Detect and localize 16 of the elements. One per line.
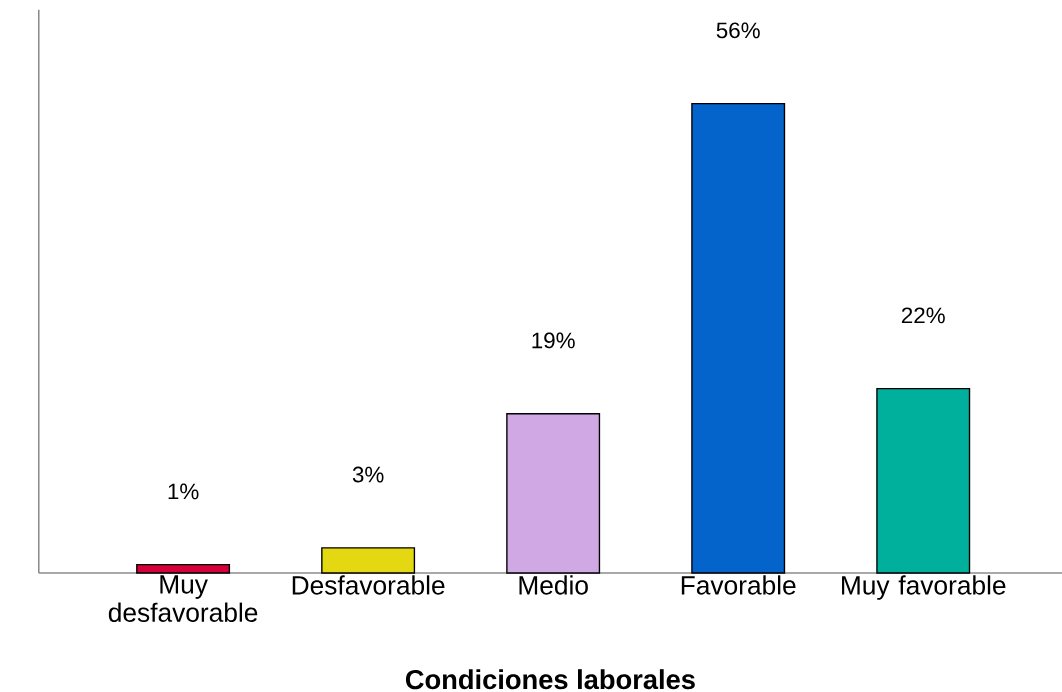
x-tick-label: Desfavorable bbox=[292, 575, 445, 595]
bar bbox=[876, 387, 971, 574]
data-label: 56% bbox=[716, 22, 760, 39]
bar bbox=[506, 413, 601, 574]
bar bbox=[691, 103, 786, 574]
x-axis-title: Condiciones laborales bbox=[405, 669, 695, 690]
data-label: 19% bbox=[532, 332, 575, 349]
data-label: 22% bbox=[901, 307, 945, 324]
x-tick-label: Muy desfavorable bbox=[108, 575, 258, 622]
bar bbox=[321, 547, 416, 574]
x-tick-label: Muy favorable bbox=[842, 575, 1006, 600]
data-label: 3% bbox=[352, 466, 384, 483]
x-tick-label: Favorable bbox=[681, 575, 796, 595]
bar bbox=[136, 563, 231, 574]
data-label: 1% bbox=[168, 483, 199, 500]
x-tick-label: Medio bbox=[519, 575, 588, 595]
